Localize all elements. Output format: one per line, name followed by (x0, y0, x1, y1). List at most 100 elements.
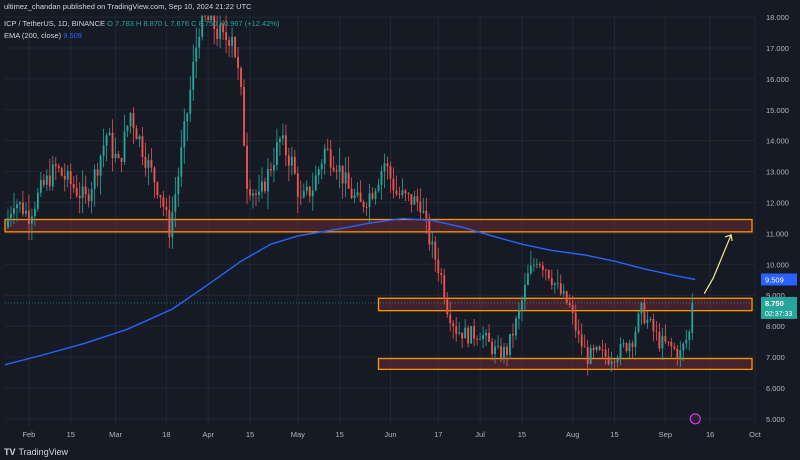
candle-body (553, 283, 556, 286)
x-tick-label: Jul (475, 430, 485, 439)
x-tick-label: 18 (162, 430, 170, 439)
candle-body (305, 186, 308, 192)
last-price-badge-label: 8.750 (765, 299, 784, 308)
candle-body (102, 145, 105, 156)
projection-arrow (703, 234, 732, 294)
candle-body (267, 168, 269, 192)
candle-body (377, 184, 380, 191)
candle-body (87, 194, 90, 202)
support-resistance-zone (377, 297, 753, 312)
candle-body (338, 165, 341, 172)
candle-body (640, 302, 643, 314)
y-tick-label: 5.000 (766, 415, 785, 424)
candle-body (464, 327, 467, 339)
candle-body (685, 339, 688, 344)
candle-body (607, 356, 610, 364)
candle-body (258, 191, 260, 195)
candle-body (565, 291, 568, 304)
x-tick-label: Sep (659, 430, 672, 439)
ema-value: 9.509 (63, 31, 82, 40)
candle-body (601, 349, 604, 351)
candle-body (174, 194, 177, 212)
x-tick-label: 15 (335, 430, 343, 439)
x-tick-label: Jun (384, 430, 396, 439)
support-resistance-zone (4, 218, 753, 233)
candle-body (302, 191, 305, 198)
candle-body (625, 343, 628, 352)
ema-200-line (4, 217, 696, 366)
x-tick-label: 17 (434, 430, 442, 439)
candle-body (225, 32, 228, 41)
candle-body (243, 86, 245, 146)
candle-body (389, 166, 392, 179)
candle-body (598, 346, 601, 350)
candle-body (66, 171, 69, 180)
last-price-badge (761, 296, 797, 319)
symbol-title[interactable]: ICP / TetherUS, 1D, BINANCE (4, 19, 106, 28)
y-tick-label: 12.000 (766, 199, 789, 208)
candle-body (485, 332, 488, 336)
candle-body (171, 211, 174, 238)
candle-body (216, 28, 219, 39)
candle-body (592, 347, 595, 351)
y-tick-label: 11.000 (766, 229, 788, 238)
candle-body (183, 121, 186, 148)
candle-body (583, 346, 586, 348)
candle-body (440, 273, 443, 276)
candle-body (13, 208, 15, 214)
candle-body (359, 192, 362, 202)
candle-body (350, 188, 353, 198)
candle-body (434, 241, 437, 260)
tradingview-branding[interactable]: TV TradingView (4, 447, 68, 457)
candle-body (39, 179, 42, 193)
candle-body (96, 169, 99, 176)
candle-body (368, 193, 371, 208)
x-tick-label: 15 (67, 430, 75, 439)
candle-body (547, 270, 550, 279)
candle-body (16, 204, 18, 209)
candle-body (622, 343, 625, 345)
candle-body (562, 291, 565, 294)
candle-body (353, 195, 356, 198)
candle-body (57, 166, 60, 169)
candle-body (314, 175, 317, 191)
x-tick-label: 15 (518, 430, 526, 439)
candle-body (422, 210, 425, 213)
ema-price-badge (761, 273, 797, 286)
candle-body (488, 332, 490, 342)
x-tick-label: Oct (749, 430, 762, 439)
candle-body (222, 24, 225, 33)
candle-body (240, 68, 242, 87)
symbol-line: ICP / TetherUS, 1D, BINANCE O 7.783 H 8.… (4, 19, 280, 28)
x-tick-label: 16 (706, 430, 714, 439)
candle-body (506, 346, 508, 356)
candle-body (19, 202, 21, 205)
candle-body (550, 278, 553, 286)
candle-body (586, 347, 589, 364)
candle-body (275, 142, 278, 165)
candle-body (371, 193, 374, 199)
candle-body (494, 346, 496, 355)
candle-body (117, 154, 120, 159)
candle-body (249, 188, 251, 196)
y-tick-label: 6.000 (766, 384, 785, 393)
candle-body (431, 241, 434, 245)
candle-body (518, 310, 520, 319)
ema-price-badge-label: 9.509 (765, 275, 784, 284)
candle-body (228, 40, 231, 46)
candle-body (437, 259, 440, 274)
candle-body (664, 335, 667, 342)
candle-body (500, 345, 502, 359)
candle-body (141, 136, 144, 158)
candle-body (138, 136, 141, 140)
candle-body (503, 346, 505, 359)
candle-body (419, 201, 422, 213)
y-tick-label: 9.000 (766, 291, 785, 300)
candle-body (661, 335, 664, 349)
candle-body (649, 318, 652, 320)
candle-body (580, 334, 583, 347)
candle-body (476, 338, 479, 340)
ema-legend[interactable]: EMA (200, close) 9.509 (4, 31, 82, 40)
candle-body (54, 164, 57, 167)
